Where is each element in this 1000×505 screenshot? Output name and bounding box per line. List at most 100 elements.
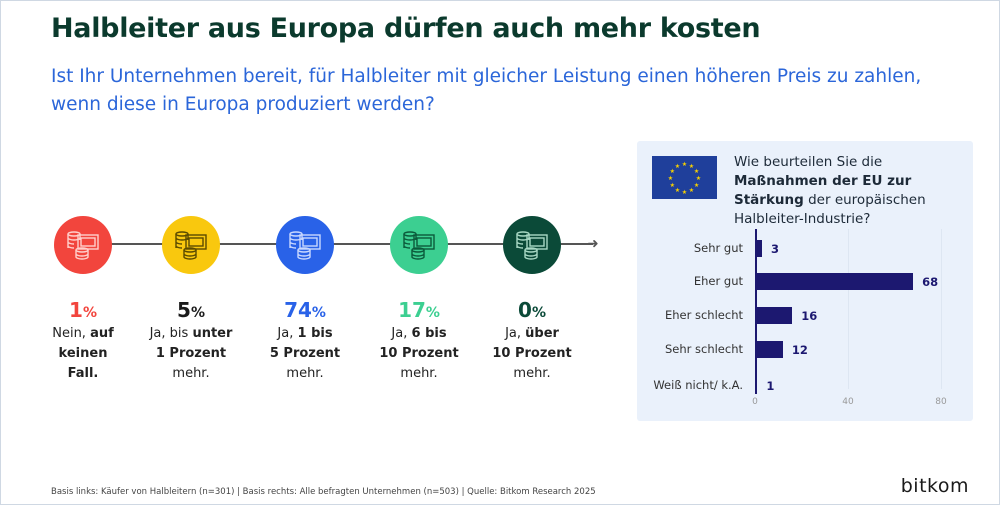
- page-title: Halbleiter aus Europa dürfen auch mehr k…: [51, 13, 761, 44]
- category-label: Sehr schlecht: [664, 342, 743, 356]
- label-line: Ja, über: [472, 324, 592, 344]
- svg-text:★: ★: [694, 182, 699, 189]
- label-text: 1 Prozent: [155, 346, 227, 361]
- percentage-value: 74%: [245, 298, 365, 322]
- value: 74: [284, 298, 312, 322]
- answer-label: Ja, über 10 Prozent mehr.: [472, 324, 592, 384]
- svg-text:★: ★: [689, 163, 694, 170]
- panel-question: Wie beurteilen Sie die Maßnahmen der EU …: [734, 153, 969, 229]
- label-line: 1 Prozent: [131, 344, 251, 364]
- label-line: 10 Prozent: [472, 344, 592, 364]
- value: 17: [398, 298, 426, 322]
- answer-label: Ja, bis unter 1 Prozent mehr.: [131, 324, 251, 384]
- data-label: 12: [791, 343, 808, 357]
- category-label: Eher gut: [693, 274, 743, 288]
- question-text: der europäischen Halbleiter-Industrie?: [734, 192, 926, 227]
- question-text: Maßnahmen der EU zur Stärkung: [734, 173, 912, 208]
- footer-source: Basis links: Käufer von Halbleitern (n=3…: [51, 487, 596, 497]
- label-line: 10 Prozent: [359, 344, 479, 364]
- bitkom-logo: bitkom: [900, 475, 969, 497]
- coins-money-icon: [54, 216, 112, 274]
- gridline: [848, 229, 849, 389]
- label-line: Nein, auf: [23, 324, 143, 344]
- category-label: Sehr gut: [693, 241, 743, 255]
- arrow-right-icon: ➜: [587, 236, 599, 252]
- answer-label: Nein, auf keinen Fall.: [23, 324, 143, 384]
- label-line: Ja, 6 bis: [359, 324, 479, 344]
- unit: %: [82, 305, 97, 321]
- label-text: Fall.: [67, 366, 99, 381]
- answer-option: 1% Nein, auf keinen Fall.: [23, 216, 143, 384]
- value: 1: [69, 298, 83, 322]
- label-line: keinen: [23, 344, 143, 364]
- coins-money-icon: [390, 216, 448, 274]
- svg-text:★: ★: [682, 161, 687, 168]
- answer-label: Ja, 6 bis 10 Prozent mehr.: [359, 324, 479, 384]
- label-line: Fall.: [23, 364, 143, 384]
- bar: [755, 240, 762, 257]
- question-text: Wie beurteilen Sie die: [734, 154, 883, 170]
- label-text: mehr.: [513, 366, 551, 381]
- coins-money-icon: [503, 216, 561, 274]
- label-line: Ja, bis unter: [131, 324, 251, 344]
- bar: [755, 307, 793, 324]
- answer-option: 17% Ja, 6 bis 10 Prozent mehr.: [359, 216, 479, 384]
- coins-money-icon: [162, 216, 220, 274]
- data-label: 16: [801, 309, 818, 323]
- unit: %: [531, 305, 546, 321]
- label-text: über: [525, 326, 559, 341]
- data-label: 68: [922, 275, 939, 289]
- label-text: keinen: [58, 346, 108, 361]
- label-text: 1 bis: [297, 326, 333, 341]
- label-text: Nein,: [52, 326, 91, 341]
- label-text: mehr.: [400, 366, 438, 381]
- label-line: mehr.: [245, 364, 365, 384]
- label-text: 6 bis: [411, 326, 447, 341]
- value: 0: [518, 298, 532, 322]
- label-text: 10 Prozent: [379, 346, 459, 361]
- percentage-value: 0%: [472, 298, 592, 322]
- svg-text:★: ★: [682, 189, 687, 196]
- svg-text:★: ★: [689, 187, 694, 194]
- percentage-value: 5%: [131, 298, 251, 322]
- x-tick-label: 0: [752, 397, 758, 407]
- label-text: auf: [90, 326, 114, 341]
- bar: [755, 273, 914, 290]
- answer-option: 0% Ja, über 10 Prozent mehr.: [472, 216, 592, 384]
- percentage-value: 17%: [359, 298, 479, 322]
- svg-text:★: ★: [675, 163, 680, 170]
- value: 5: [177, 298, 191, 322]
- svg-text:★: ★: [696, 175, 701, 182]
- category-label: Weiß nicht/ k.A.: [653, 378, 743, 392]
- answer-option: 74% Ja, 1 bis 5 Prozent mehr.: [245, 216, 365, 384]
- answer-option: 5% Ja, bis unter 1 Prozent mehr.: [131, 216, 251, 384]
- unit: %: [311, 305, 326, 321]
- eu-panel: ★ ★ ★ ★ ★ ★ ★ ★ ★ ★ ★ ★ Wie beurteilen Sie die Maßn…: [637, 141, 973, 421]
- svg-text:★: ★: [675, 187, 680, 194]
- svg-text:★: ★: [668, 175, 673, 182]
- data-label: 1: [766, 379, 775, 393]
- bar: [755, 377, 758, 394]
- label-text: mehr.: [286, 366, 324, 381]
- svg-text:★: ★: [694, 168, 699, 175]
- label-text: Ja,: [391, 326, 412, 341]
- eu-flag-icon: ★ ★ ★ ★ ★ ★ ★ ★ ★ ★ ★ ★: [652, 156, 717, 199]
- label-text: Ja,: [505, 326, 526, 341]
- label-text: Ja,: [277, 326, 298, 341]
- percentage-value: 1%: [23, 298, 143, 322]
- unit: %: [190, 305, 205, 321]
- label-text: Ja, bis: [149, 326, 193, 341]
- label-line: mehr.: [472, 364, 592, 384]
- label-line: mehr.: [131, 364, 251, 384]
- subtitle: Ist Ihr Unternehmen bereit, für Halbleit…: [51, 66, 922, 115]
- label-text: unter: [192, 326, 233, 341]
- label-line: 5 Prozent: [245, 344, 365, 364]
- x-tick-label: 80: [935, 397, 947, 407]
- label-line: Ja, 1 bis: [245, 324, 365, 344]
- category-label: Eher schlecht: [664, 308, 743, 322]
- unit: %: [425, 305, 440, 321]
- gridline: [941, 229, 942, 389]
- label-text: mehr.: [172, 366, 210, 381]
- answer-label: Ja, 1 bis 5 Prozent mehr.: [245, 324, 365, 384]
- timeline-line: [83, 243, 593, 245]
